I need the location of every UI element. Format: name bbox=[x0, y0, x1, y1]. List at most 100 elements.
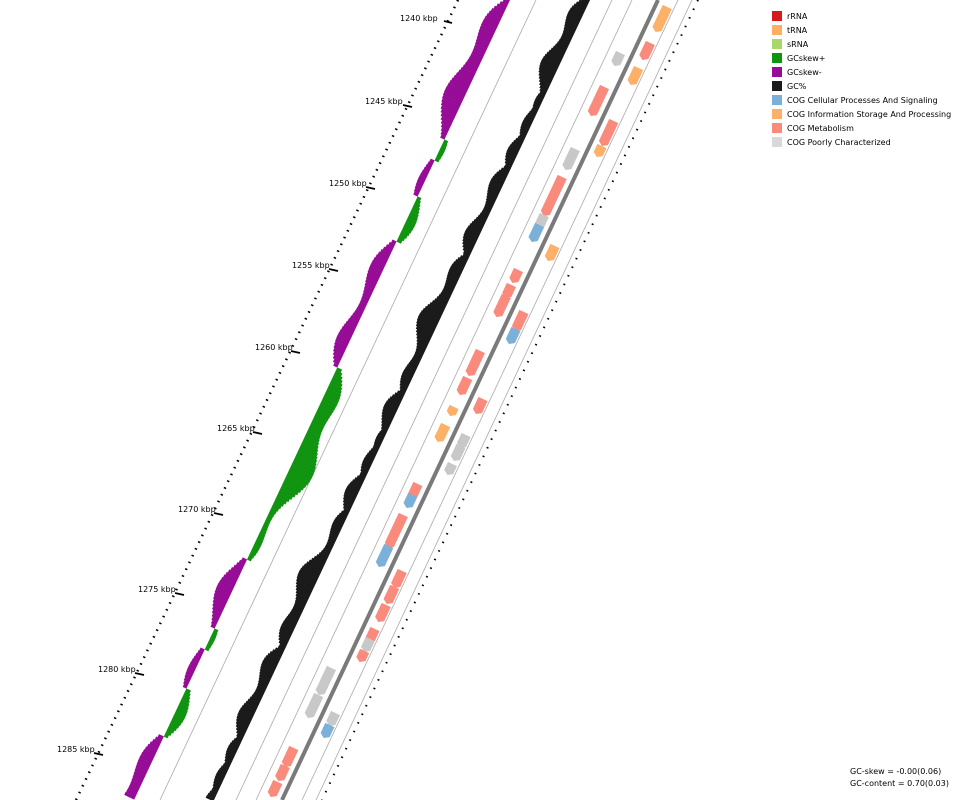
gc-skew-bar bbox=[414, 184, 422, 191]
gc-skew-bar bbox=[400, 229, 410, 237]
gc-content-bar bbox=[564, 23, 577, 32]
gc-content-bar bbox=[486, 194, 497, 202]
gc-skew-bar bbox=[369, 262, 384, 272]
gc-content-bar bbox=[469, 223, 483, 232]
gc-skew-bar bbox=[214, 588, 231, 599]
legend-item-cog-poorly: COG Poorly Characterized bbox=[772, 135, 960, 149]
gc-skew-bar bbox=[368, 265, 383, 275]
gc-content-bar bbox=[235, 720, 249, 729]
gc-skew-bar bbox=[124, 791, 136, 800]
gc-content-bar bbox=[245, 700, 259, 709]
gc-content-bar bbox=[475, 216, 487, 224]
gc-content-bar bbox=[454, 259, 467, 267]
gc-skew-bar bbox=[283, 478, 305, 491]
gc-skew-bar bbox=[182, 683, 188, 689]
gc-skew-bar bbox=[136, 760, 150, 770]
gc-skew-bar bbox=[259, 529, 267, 536]
gc-skew-bar bbox=[233, 564, 243, 572]
gc-content-bar bbox=[372, 445, 380, 452]
gc-skew-bar bbox=[258, 532, 266, 539]
gc-skew-bar bbox=[289, 466, 313, 480]
tick-label: 1275 kbp bbox=[138, 585, 176, 594]
gc-content-track bbox=[205, 0, 590, 800]
gc-skew-bar bbox=[330, 379, 343, 388]
gc-content-bar bbox=[254, 689, 264, 697]
gc-content-bar bbox=[416, 332, 431, 342]
gc-content-bar bbox=[564, 20, 578, 29]
gc-skew-bar bbox=[279, 487, 296, 498]
gc-content-bar bbox=[539, 91, 546, 97]
gc-content-bar bbox=[531, 105, 539, 112]
gc-skew-bar bbox=[180, 697, 190, 705]
gc-skew-bar bbox=[241, 557, 248, 563]
gc-content-bar bbox=[394, 392, 404, 399]
gc-skew-bar bbox=[380, 249, 391, 257]
gc-skew-bar bbox=[451, 77, 470, 89]
gc-content-bar bbox=[324, 545, 333, 552]
legend-label: rRNA bbox=[787, 11, 808, 21]
gc-skew-bar bbox=[399, 232, 408, 239]
gc-skew-bar bbox=[307, 427, 322, 437]
gc-content-bar bbox=[217, 769, 227, 777]
gc-content-bar bbox=[415, 347, 425, 354]
gc-content-bar bbox=[308, 559, 324, 569]
gene-arrow bbox=[544, 243, 560, 261]
gene-arrow bbox=[304, 692, 324, 718]
gc-content-bar bbox=[262, 659, 277, 669]
swatch-cog-metabolism bbox=[772, 123, 782, 133]
gc-skew-bar bbox=[375, 254, 389, 263]
gc-content-bar bbox=[231, 739, 241, 747]
gc-skew-bar bbox=[272, 502, 282, 510]
gc-content-bar bbox=[212, 783, 221, 789]
gc-content-bar bbox=[539, 88, 548, 94]
gc-content-bar bbox=[399, 388, 407, 394]
gc-content-bar bbox=[484, 202, 494, 209]
gc-content-bar bbox=[534, 97, 543, 104]
gc-skew-bar bbox=[419, 172, 428, 179]
gc-content-bar bbox=[289, 611, 301, 619]
gc-content-bar bbox=[532, 103, 541, 109]
swatch-cog-information bbox=[772, 109, 782, 119]
gc-content-bar bbox=[556, 41, 569, 49]
gc-content-bar bbox=[251, 694, 262, 702]
gc-skew-bar bbox=[199, 647, 205, 653]
gc-skew-bar bbox=[212, 605, 224, 614]
gc-skew-bar bbox=[416, 178, 425, 185]
gene-arrow bbox=[446, 404, 459, 416]
gc-content-bar bbox=[237, 712, 253, 722]
gc-skew-bar bbox=[358, 301, 367, 308]
gc-content-bar bbox=[346, 485, 360, 494]
gc-content-bar bbox=[530, 108, 538, 114]
gc-content-bar bbox=[416, 338, 429, 347]
gc-content-bar bbox=[277, 645, 286, 652]
gc-content-bar bbox=[274, 647, 284, 654]
gc-skew-bar bbox=[403, 223, 414, 231]
gc-skew-bar bbox=[173, 712, 186, 721]
gc-content-bar bbox=[561, 34, 572, 42]
gc-content-bar bbox=[326, 540, 335, 547]
gc-content-bar bbox=[364, 454, 375, 462]
gc-skew-bar bbox=[435, 154, 442, 160]
gc-content-bar bbox=[320, 549, 330, 557]
gc-content-bar bbox=[464, 229, 480, 239]
gc-content-bar bbox=[224, 758, 233, 764]
gc-content-bar bbox=[562, 31, 574, 39]
gc-content-bar bbox=[451, 263, 464, 272]
tick-labels: 1240 kbp 1245 kbp 1250 kbp 1255 kbp 1260… bbox=[57, 14, 438, 754]
swatch-rrna bbox=[772, 11, 782, 21]
gc-content-bar bbox=[295, 590, 310, 599]
gc-skew-bar bbox=[213, 595, 228, 605]
gc-content-bar bbox=[330, 526, 341, 534]
gc-skew-bar bbox=[377, 251, 390, 260]
gc-content-bar bbox=[294, 598, 307, 607]
gc-content-bar bbox=[422, 307, 442, 319]
gc-skew-bar bbox=[170, 718, 182, 726]
gc-skew-bar bbox=[185, 670, 194, 677]
gc-skew-bar bbox=[314, 412, 329, 422]
gc-content-bar bbox=[222, 763, 230, 769]
gc-content-bar bbox=[366, 452, 376, 459]
tick-label: 1265 kbp bbox=[217, 424, 255, 433]
gene-arrow bbox=[391, 568, 407, 588]
gc-skew-bar bbox=[362, 291, 372, 299]
gc-skew-bar bbox=[404, 220, 416, 228]
